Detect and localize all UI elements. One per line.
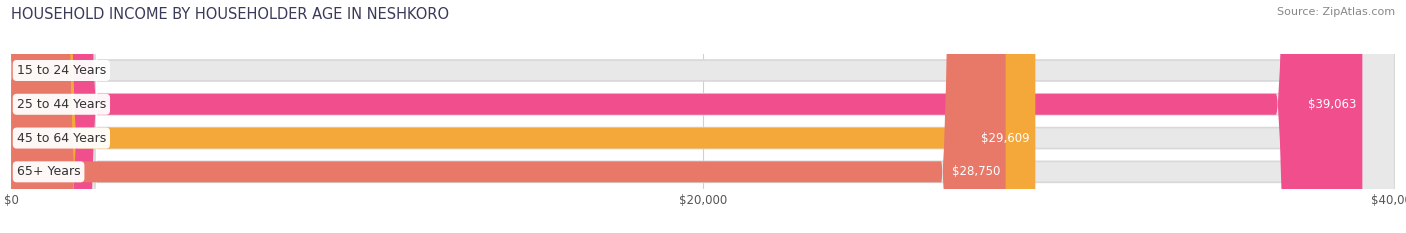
Text: HOUSEHOLD INCOME BY HOUSEHOLDER AGE IN NESHKORO: HOUSEHOLD INCOME BY HOUSEHOLDER AGE IN N… (11, 7, 450, 22)
FancyBboxPatch shape (11, 0, 1395, 233)
FancyBboxPatch shape (11, 0, 1395, 233)
FancyBboxPatch shape (11, 0, 1035, 233)
FancyBboxPatch shape (11, 0, 1395, 233)
FancyBboxPatch shape (11, 0, 1395, 233)
FancyBboxPatch shape (11, 0, 1362, 233)
Text: Source: ZipAtlas.com: Source: ZipAtlas.com (1277, 7, 1395, 17)
Text: 25 to 44 Years: 25 to 44 Years (17, 98, 105, 111)
Text: 15 to 24 Years: 15 to 24 Years (17, 64, 105, 77)
Text: $29,609: $29,609 (981, 132, 1029, 144)
Text: 65+ Years: 65+ Years (17, 165, 80, 178)
Text: 45 to 64 Years: 45 to 64 Years (17, 132, 105, 144)
Text: $28,750: $28,750 (952, 165, 1000, 178)
FancyBboxPatch shape (11, 0, 1005, 233)
Text: $0: $0 (46, 64, 60, 77)
Text: $39,063: $39,063 (1309, 98, 1357, 111)
